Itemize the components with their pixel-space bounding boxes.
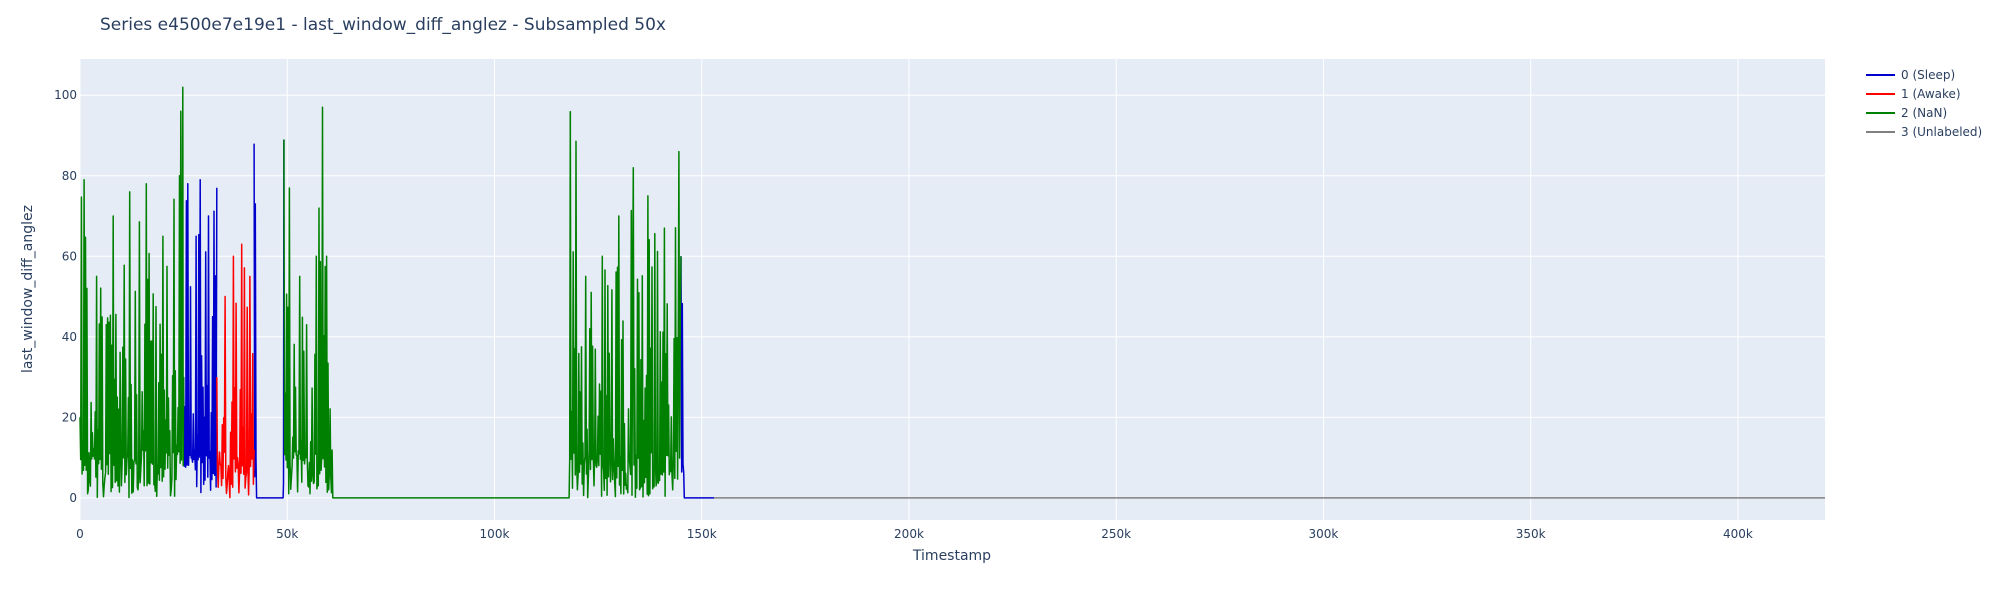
x-tick-label: 250k: [1101, 527, 1131, 541]
x-tick-label: 350k: [1516, 527, 1546, 541]
x-axis-ticks: 0 50k 100k 150k 200k 250k 300k 350k 400k: [76, 527, 1753, 541]
x-axis-title: Timestamp: [912, 548, 991, 564]
plot-area: [80, 59, 1825, 520]
legend-item[interactable]: 1 (Awake): [1866, 87, 1961, 101]
series-line: [283, 106, 572, 499]
y-tick-label: 80: [62, 169, 77, 183]
x-tick-label: 300k: [1309, 527, 1339, 541]
y-tick-label: 60: [62, 249, 77, 263]
series-line: [216, 243, 255, 499]
x-tick-label: 150k: [687, 527, 717, 541]
legend-item[interactable]: 3 (Unlabeled): [1866, 125, 1982, 139]
chart-title: Series e4500e7e19e1 - last_window_diff_a…: [100, 15, 666, 35]
y-tick-label: 40: [62, 330, 77, 344]
x-tick-label: 0: [76, 527, 84, 541]
y-tick-label: 0: [69, 491, 77, 505]
y-tick-label: 100: [54, 88, 77, 102]
x-tick-label: 200k: [894, 527, 924, 541]
x-tick-label: 50k: [276, 527, 298, 541]
legend-label: 3 (Unlabeled): [1901, 125, 1982, 139]
legend-label: 0 (Sleep): [1901, 68, 1955, 82]
legend-item[interactable]: 2 (NaN): [1866, 106, 1947, 120]
series-line: [680, 256, 715, 499]
legend-item[interactable]: 0 (Sleep): [1866, 68, 1955, 82]
x-tick-label: 100k: [480, 527, 510, 541]
series-line: [182, 179, 218, 494]
series-line: [253, 139, 285, 499]
x-tick-label: 400k: [1723, 527, 1753, 541]
legend-label: 2 (NaN): [1901, 106, 1947, 120]
legend-label: 1 (Awake): [1901, 87, 1961, 101]
legend: 0 (Sleep) 1 (Awake) 2 (NaN) 3 (Unlabeled): [1866, 68, 1982, 139]
y-axis-title: last_window_diff_anglez: [20, 205, 36, 373]
y-tick-label: 20: [62, 410, 77, 424]
series-lines: [79, 86, 1825, 499]
y-axis-ticks: 0 20 40 60 80 100: [54, 88, 77, 505]
series-line: [569, 111, 682, 499]
series-line: [79, 86, 185, 499]
